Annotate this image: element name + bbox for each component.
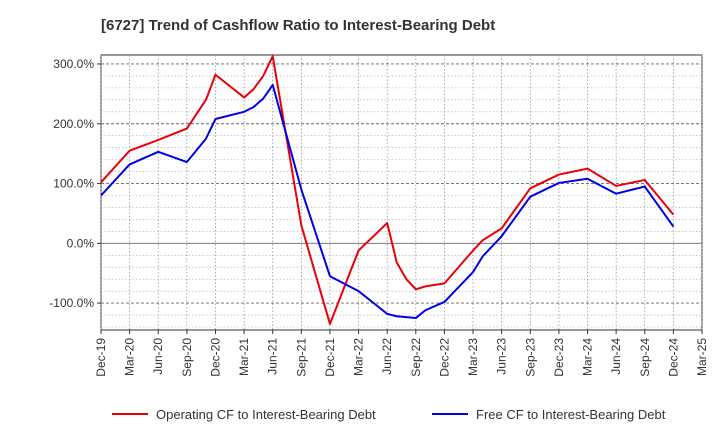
y-tick-label: 200.0%	[53, 117, 94, 131]
y-tick-label: -100.0%	[49, 296, 94, 310]
x-tick-label: Dec-21	[323, 338, 337, 377]
x-tick-label: Sep-21	[294, 338, 308, 377]
x-tick-label: Mar-24	[581, 338, 595, 376]
series-line-free-cf	[100, 83, 675, 320]
x-tick-label: Sep-22	[409, 338, 423, 377]
x-tick-label: Mar-22	[352, 338, 366, 376]
chart-title: [6727] Trend of Cashflow Ratio to Intere…	[101, 17, 495, 34]
x-tick-label: Jun-23	[495, 338, 509, 375]
y-tick-label: 300.0%	[53, 57, 94, 71]
series-line-operating-cf	[100, 55, 675, 326]
y-tick-label: 100.0%	[53, 177, 94, 191]
x-tick-label: Mar-21	[237, 338, 251, 376]
x-tick-label: Jun-24	[609, 338, 623, 375]
legend-label: Free CF to Interest-Bearing Debt	[476, 407, 666, 422]
x-tick-label: Dec-19	[94, 338, 108, 377]
x-tick-label: Dec-24	[666, 338, 680, 377]
x-tick-label: Sep-23	[523, 338, 537, 377]
legend: Operating CF to Interest-Bearing Debt Fre…	[112, 407, 666, 422]
x-tick-label: Dec-20	[208, 338, 222, 377]
y-tick-label: 0.0%	[67, 236, 95, 250]
x-tick-label: Jun-21	[266, 338, 280, 375]
x-tick-label: Mar-20	[123, 338, 137, 376]
x-tick-label: Dec-23	[552, 338, 566, 377]
x-tick-label: Dec-22	[437, 338, 451, 377]
plot-frame	[100, 54, 703, 331]
legend-label: Operating CF to Interest-Bearing Debt	[156, 407, 376, 422]
x-tick-label: Sep-20	[180, 338, 194, 377]
x-tick-label: Jun-22	[380, 338, 394, 375]
x-tick-label: Jun-20	[151, 338, 165, 375]
x-tick-label: Mar-25	[695, 338, 709, 376]
plot-area: Dec-19 Mar-20 Jun-20 Sep-20 Dec-20 Mar-21 Jun-…	[49, 54, 709, 377]
x-tick-label: Mar-23	[466, 338, 480, 376]
x-tick-label: Sep-24	[638, 338, 652, 377]
